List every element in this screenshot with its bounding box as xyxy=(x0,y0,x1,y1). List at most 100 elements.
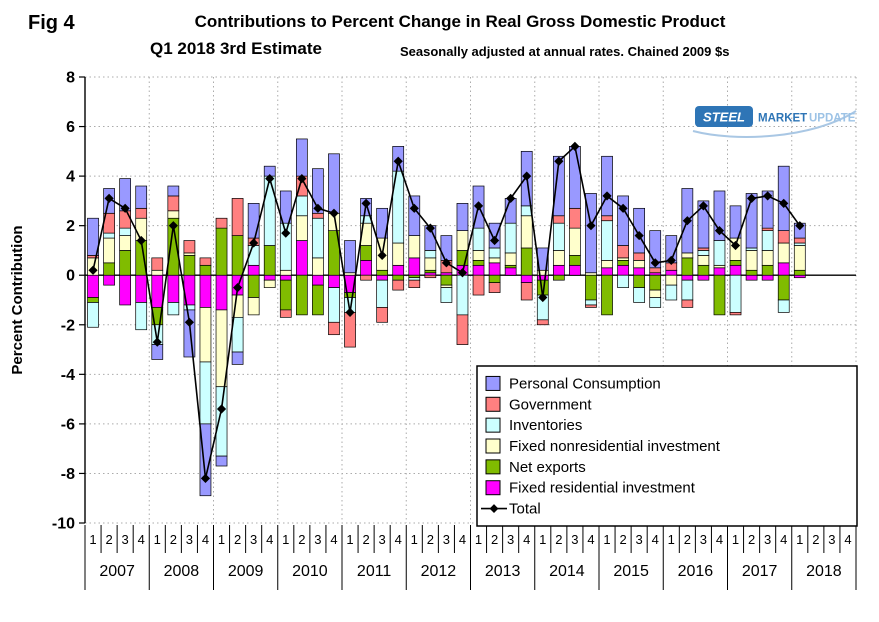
bar-segment-fixed-residential-investment xyxy=(713,267,726,276)
bar-segment-inventories xyxy=(649,297,662,308)
x-axis-quarter-label: 1 xyxy=(89,532,96,547)
bar-segment-net-exports xyxy=(697,264,710,276)
bar-segment-fixed-nonresidential-investment xyxy=(585,272,597,276)
bar-segment-fixed-residential-investment xyxy=(312,274,324,286)
bar-segment-fixed-nonresidential-investment xyxy=(103,237,115,264)
x-axis-quarter-label: 3 xyxy=(764,532,771,547)
bar-segment-personal-consumption xyxy=(408,195,421,236)
y-axis-tick-label: -4 xyxy=(61,367,75,384)
total-marker-diamond xyxy=(457,268,468,278)
x-axis-year-label: 2012 xyxy=(421,563,457,580)
bar-segment-inventories xyxy=(793,242,806,246)
x-axis-quarter-label: 2 xyxy=(427,532,434,547)
bar-segment-government xyxy=(681,299,694,308)
bar-segment-net-exports xyxy=(552,274,565,281)
x-axis-quarter-label: 2 xyxy=(105,532,112,547)
x-axis-quarter-label: 4 xyxy=(395,532,402,547)
total-marker-diamond xyxy=(120,203,130,213)
bar-segment-fixed-residential-investment xyxy=(167,274,180,303)
total-marker-diamond xyxy=(393,156,403,166)
bar-segment-inventories xyxy=(87,302,99,328)
logo-market-text: MARKET xyxy=(758,113,807,125)
x-axis-year-label: 2013 xyxy=(485,563,521,580)
x-axis-year-label: 2016 xyxy=(678,563,714,580)
bar-segment-net-exports xyxy=(681,257,694,276)
legend-label: Fixed residential investment xyxy=(509,480,696,497)
bar-segment-net-exports xyxy=(279,279,292,311)
bar-segment-net-exports xyxy=(472,260,485,266)
bar-segment-fixed-nonresidential-investment xyxy=(167,210,180,219)
bar-segment-fixed-nonresidential-investment xyxy=(247,297,260,316)
bar-segment-net-exports xyxy=(119,250,132,276)
total-marker-diamond xyxy=(650,258,660,268)
x-axis-quarter-label: 3 xyxy=(186,532,193,547)
bar-segment-personal-consumption xyxy=(745,193,758,249)
bar-segment-inventories xyxy=(295,195,308,217)
bar-segment-personal-consumption xyxy=(312,168,324,214)
x-axis-quarter-label: 1 xyxy=(282,532,289,547)
bar-segment-government xyxy=(183,240,196,254)
total-marker-diamond xyxy=(795,221,805,231)
bar-segment-inventories xyxy=(504,222,517,254)
total-marker-diamond xyxy=(136,235,146,246)
x-axis-year-label: 2008 xyxy=(164,563,200,580)
bar-segment-personal-consumption xyxy=(231,351,244,365)
bar-segment-fixed-nonresidential-investment xyxy=(761,250,774,266)
bar-segment-inventories xyxy=(633,287,646,303)
total-marker-diamond xyxy=(329,208,339,218)
bar-segment-personal-consumption xyxy=(135,185,148,209)
bar-segment-fixed-residential-investment xyxy=(777,262,790,276)
bar-segment-fixed-nonresidential-investment xyxy=(119,235,132,251)
total-marker-diamond xyxy=(779,198,789,208)
total-marker-diamond xyxy=(425,223,435,233)
bar-segment-fixed-residential-investment xyxy=(697,274,710,281)
legend-swatch-fixed-residential-investment xyxy=(485,480,501,496)
x-axis-quarter-label: 4 xyxy=(587,532,594,547)
total-marker-diamond xyxy=(714,226,725,236)
x-axis-year-label: 2017 xyxy=(742,563,778,580)
bar-segment-government xyxy=(392,279,405,291)
x-axis-quarter-label: 4 xyxy=(202,532,209,547)
total-marker-diamond xyxy=(232,283,243,293)
x-axis-quarter-label: 4 xyxy=(266,532,273,547)
legend-label: Net exports xyxy=(509,459,586,476)
total-marker-diamond xyxy=(168,221,178,231)
bar-segment-net-exports xyxy=(408,274,421,279)
legend-label: Inventories xyxy=(509,417,582,434)
x-axis-quarter-label: 3 xyxy=(443,532,450,547)
bar-segment-government xyxy=(617,245,629,259)
y-axis-tick-label: 2 xyxy=(66,218,75,235)
bar-segment-inventories xyxy=(713,240,726,266)
x-axis-quarter-label: 2 xyxy=(812,532,819,547)
x-axis-quarter-label: 3 xyxy=(507,532,514,547)
bar-segment-inventories xyxy=(552,222,565,251)
bar-segment-net-exports xyxy=(504,264,517,269)
bar-segment-fixed-nonresidential-investment xyxy=(488,257,501,264)
bar-segment-personal-consumption xyxy=(247,203,260,239)
bar-segment-government xyxy=(167,195,180,212)
x-axis-quarter-label: 1 xyxy=(603,532,610,547)
bar-segment-fixed-nonresidential-investment xyxy=(601,260,613,269)
bar-segment-inventories xyxy=(585,299,597,306)
bar-segment-fixed-residential-investment xyxy=(87,274,99,298)
x-axis-quarter-label: 2 xyxy=(491,532,498,547)
bar-segment-fixed-nonresidential-investment xyxy=(408,235,421,259)
bar-segment-fixed-residential-investment xyxy=(504,267,517,276)
bar-segment-personal-consumption xyxy=(633,207,646,254)
bar-segment-government xyxy=(119,210,132,229)
bar-segment-inventories xyxy=(761,230,774,251)
bar-segment-fixed-nonresidential-investment xyxy=(745,250,758,271)
x-axis-quarter-label: 3 xyxy=(379,532,386,547)
legend-swatch-personal-consumption xyxy=(485,375,501,391)
bar-segment-government xyxy=(697,247,710,251)
total-marker-diamond xyxy=(698,201,709,211)
legend-swatch-fixed-nonresidential-investment xyxy=(485,438,501,454)
bar-segment-fixed-residential-investment xyxy=(601,267,613,276)
x-axis-quarter-label: 1 xyxy=(218,532,225,547)
y-axis-tick-label: -8 xyxy=(61,466,75,483)
x-axis-quarter-label: 2 xyxy=(234,532,241,547)
bar-segment-fixed-residential-investment xyxy=(681,274,694,281)
total-marker-diamond xyxy=(473,201,484,211)
y-axis-tick-label: 0 xyxy=(66,268,75,285)
legend-label: Government xyxy=(509,396,592,413)
